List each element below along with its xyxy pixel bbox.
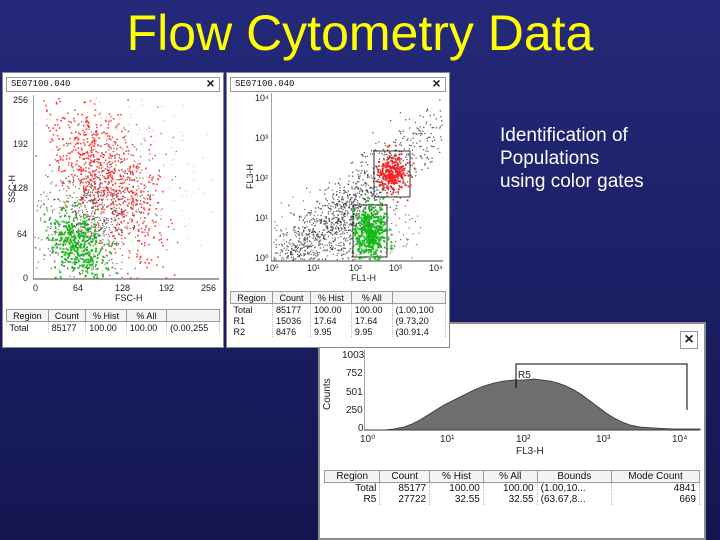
window-titlebar[interactable]: SE07100.040 × bbox=[230, 75, 446, 92]
y-tick-label: 10² bbox=[255, 173, 269, 183]
x-tick-label: 10² bbox=[516, 434, 531, 445]
x-axis-label: FSC-H bbox=[115, 293, 143, 303]
column-header: Region bbox=[229, 291, 274, 304]
y-tick-label: 752 bbox=[346, 368, 363, 379]
y-tick-label: 256 bbox=[13, 95, 29, 105]
window-titlebar[interactable]: SE07100.040 × bbox=[6, 75, 220, 92]
fsc-ssc-scatter-plot bbox=[33, 95, 219, 280]
x-tick-label: 10² bbox=[349, 263, 363, 273]
x-tick-label: 10⁰ bbox=[265, 263, 279, 273]
x-tick-label: 192 bbox=[159, 283, 175, 293]
column-header: % All bbox=[482, 470, 538, 483]
scatter-window-2[interactable]: SE07100.040 × FL3-H 10⁴ 10³ 10² 10¹ 10⁰ … bbox=[226, 72, 450, 348]
stats-table: Region Count % Hist % All Total 85177 10… bbox=[229, 291, 447, 337]
y-tick-label: 0 bbox=[358, 423, 364, 434]
histogram-fill bbox=[364, 378, 701, 431]
x-tick-label: 0 bbox=[33, 283, 39, 293]
x-axis-label: FL3-H bbox=[516, 446, 544, 457]
annotation-line: Populations bbox=[500, 148, 600, 169]
column-header: Bounds bbox=[536, 470, 613, 483]
x-tick-label: 10¹ bbox=[307, 263, 321, 273]
y-tick-label: 128 bbox=[13, 183, 29, 193]
column-header: % Hist bbox=[85, 309, 127, 322]
column-header: % Hist bbox=[309, 291, 352, 304]
annotation-text: Identification of Populations using colo… bbox=[500, 124, 644, 193]
column-header bbox=[166, 309, 220, 322]
y-tick-label: 1003 bbox=[342, 350, 365, 361]
x-tick-label: 128 bbox=[115, 283, 131, 293]
x-tick-label: 256 bbox=[201, 283, 217, 293]
column-header: Region bbox=[6, 309, 49, 322]
column-header: % All bbox=[125, 309, 168, 322]
column-header: Count bbox=[272, 291, 311, 304]
stats-table: Region Count % Hist % All Total 85177 10… bbox=[6, 309, 220, 333]
y-axis-label: Counts bbox=[322, 378, 333, 410]
fl1-fl3-scatter-plot bbox=[271, 93, 443, 262]
y-tick-label: 10⁴ bbox=[255, 93, 269, 103]
y-tick-label: 501 bbox=[346, 387, 363, 398]
y-tick-label: 10¹ bbox=[255, 213, 269, 223]
histogram-stats-table: Region Count % Hist % All Bounds Mode Co… bbox=[323, 470, 700, 505]
close-icon[interactable]: × bbox=[432, 75, 441, 91]
column-header: Mode Count bbox=[611, 470, 700, 483]
x-tick-label: 10³ bbox=[389, 263, 403, 273]
x-tick-label: 10⁴ bbox=[429, 263, 443, 273]
table-row: R2 8476 9.95 9.95 (30.91,4 bbox=[230, 326, 447, 337]
table-row: Total 85177 100.00 100.00 (0.00,255 bbox=[6, 321, 220, 333]
x-tick-label: 10⁴ bbox=[672, 434, 688, 445]
column-header bbox=[391, 291, 447, 304]
close-icon[interactable]: × bbox=[680, 331, 698, 349]
y-tick-label: 64 bbox=[17, 229, 28, 239]
y-tick-label: 10³ bbox=[255, 133, 269, 143]
column-header: Count bbox=[47, 309, 87, 322]
scatter-window-1[interactable]: SE07100.040 × SSC-H 256 192 128 64 0 0 6… bbox=[2, 72, 224, 348]
table-row: Total 85177 100.00 100.00 (1.00,10... 48… bbox=[324, 482, 700, 494]
x-tick-label: 10⁰ bbox=[360, 434, 376, 445]
close-icon[interactable]: × bbox=[206, 75, 215, 91]
x-tick-label: 10¹ bbox=[440, 434, 455, 445]
table-row: R5 27722 32.55 32.55 (63.67,8... 669 bbox=[324, 494, 700, 505]
histogram-plot bbox=[364, 350, 701, 431]
window-file-name: SE07100.040 bbox=[11, 79, 71, 89]
slide-title: Flow Cytometry Data bbox=[126, 5, 594, 61]
x-axis-label: FL1-H bbox=[351, 273, 377, 283]
x-tick-label: 64 bbox=[73, 283, 84, 293]
column-header: Region bbox=[323, 470, 381, 483]
r5-gate-label: R5 bbox=[518, 370, 531, 381]
window-file-name: SE07100.040 bbox=[235, 79, 295, 89]
y-tick-label: 250 bbox=[346, 405, 363, 416]
y-axis-label: FL3-H bbox=[245, 163, 255, 189]
y-tick-label: 192 bbox=[13, 139, 29, 149]
column-header: % Hist bbox=[429, 470, 484, 483]
column-header: % All bbox=[350, 291, 393, 304]
x-tick-label: 10³ bbox=[596, 434, 611, 445]
y-tick-label: 10⁰ bbox=[255, 253, 269, 263]
column-header: Count bbox=[379, 470, 431, 483]
y-tick-label: 0 bbox=[23, 273, 29, 283]
annotation-line: using color gates bbox=[500, 171, 644, 192]
table-row: Total 85177 100.00 100.00 (1.00,100 bbox=[230, 303, 447, 315]
annotation-line: Identification of bbox=[500, 125, 628, 146]
table-row: R1 15036 17.64 17.64 (9.73,20 bbox=[230, 315, 447, 326]
histogram-window[interactable]: × Counts 1003 752 501 250 0 R5 10⁰ 10¹ 1… bbox=[318, 322, 706, 540]
